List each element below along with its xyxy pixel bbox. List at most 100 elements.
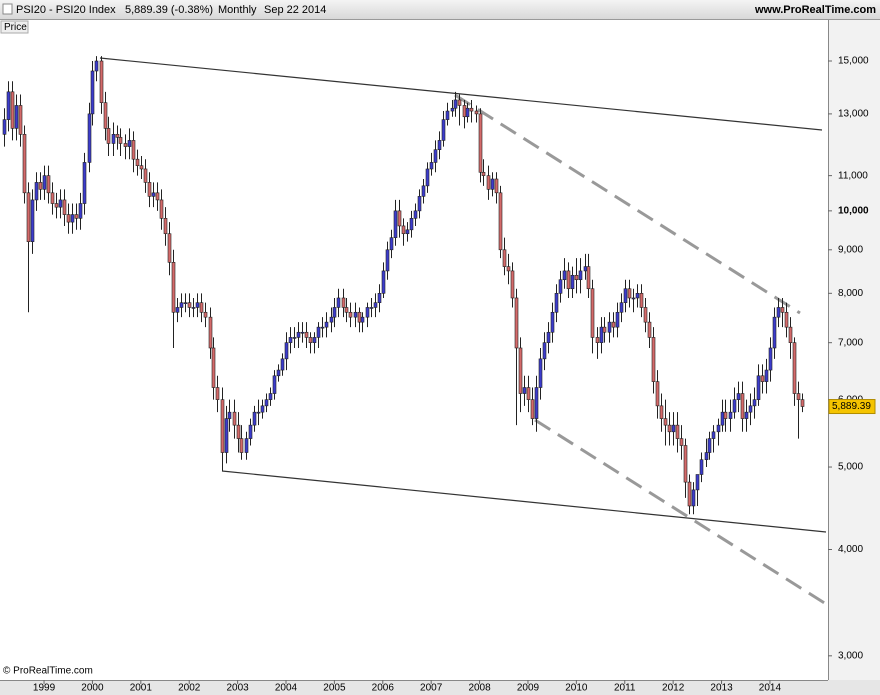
candle-body [728,411,733,419]
candle-body [66,214,71,223]
candle-body [111,134,116,144]
x-tick-label: 2010 [565,683,588,694]
x-tick-label: 2000 [81,683,104,694]
candle-body [167,233,172,263]
candle-body [546,331,551,343]
candle-body [106,128,111,144]
candle-body [704,452,709,461]
candle-body [631,297,636,300]
candle-body [619,302,624,313]
candle-body [570,274,575,290]
candle-body [123,143,128,147]
candle-body [675,424,680,439]
candle-body [478,113,483,173]
candle-body [30,199,35,242]
chart-icon [2,3,13,15]
candle-body [723,411,728,419]
candle-body [118,137,123,144]
x-tick-label: 2001 [130,683,153,694]
candle-body [518,347,523,394]
y-tick-label: 10,000 [838,205,869,216]
header-website: www.ProRealTime.com [754,4,876,16]
candle-body [441,119,446,141]
candle-body [465,107,470,118]
candle-body [671,424,676,433]
candle-body [74,214,79,219]
candle-body [558,279,563,294]
candle-body [26,192,31,242]
header-symbol: PSI20 - PSI20 Index [16,4,116,16]
candle-body [208,316,213,349]
candle-body [764,369,769,382]
header-period: Monthly [218,4,257,16]
candle-body [78,203,83,219]
candle-body [139,165,144,170]
candle-body [195,302,200,308]
candle-body [498,192,503,251]
trend-line [221,470,827,533]
y-label-box [0,20,29,34]
candle-body [135,158,140,166]
candle-body [760,375,765,382]
candle-body [586,266,591,290]
candle-body [639,293,644,308]
candle-body [542,342,547,360]
candle-body [595,337,600,343]
candle-body [127,140,132,147]
candle-body [256,411,261,414]
candle-body [50,192,55,204]
candle-body [187,302,192,308]
candle-body [18,105,23,135]
candle-body [227,411,232,419]
candle-body [538,358,543,388]
candle-body [284,342,289,360]
footer: © ProRealTime.com [3,666,93,677]
candle-body [590,288,595,338]
candle-body [115,134,120,138]
candle-body [627,288,632,299]
candle-body [768,347,773,371]
candle-body [494,178,499,194]
candle-body [42,175,47,190]
x-tick-label: 2009 [517,683,540,694]
candle-body [602,326,607,333]
candle-body [667,424,672,433]
candle-body [788,326,793,343]
candle-body [385,249,390,272]
candle-body [62,199,67,215]
candle-body [14,105,19,129]
header-last: 5,889.39 (-0.38%) [125,4,213,16]
trend-line-dashed [454,93,801,315]
x-tick-label: 1999 [33,683,56,694]
candle-body [320,326,325,329]
candle-body [211,347,216,388]
candle-body [526,387,531,400]
candle-body [502,249,507,267]
header-bar [0,0,880,19]
candle-body [360,316,365,323]
candle-body [481,171,486,176]
candle-body [486,175,491,190]
candle-body [453,99,458,109]
x-tick-label: 2002 [178,683,201,694]
candle-body [437,140,442,150]
x-tick-label: 2012 [662,683,685,694]
candle-body [268,393,273,400]
candle-body [635,293,640,299]
candle-body [780,307,785,313]
candle-body [87,113,92,163]
candle-body [292,337,297,339]
candle-body [224,418,229,453]
candle-body [554,293,559,313]
candle-body [792,342,797,394]
y-tick-label: 15,000 [838,56,869,67]
candle-body [691,489,696,507]
candle-body [336,297,341,308]
x-tick-label: 2013 [710,683,733,694]
candle-body [304,331,309,338]
y-tick-label: 5,000 [838,462,863,473]
candle-body [615,311,620,328]
candle-body [103,102,108,129]
candle-body [38,182,43,190]
